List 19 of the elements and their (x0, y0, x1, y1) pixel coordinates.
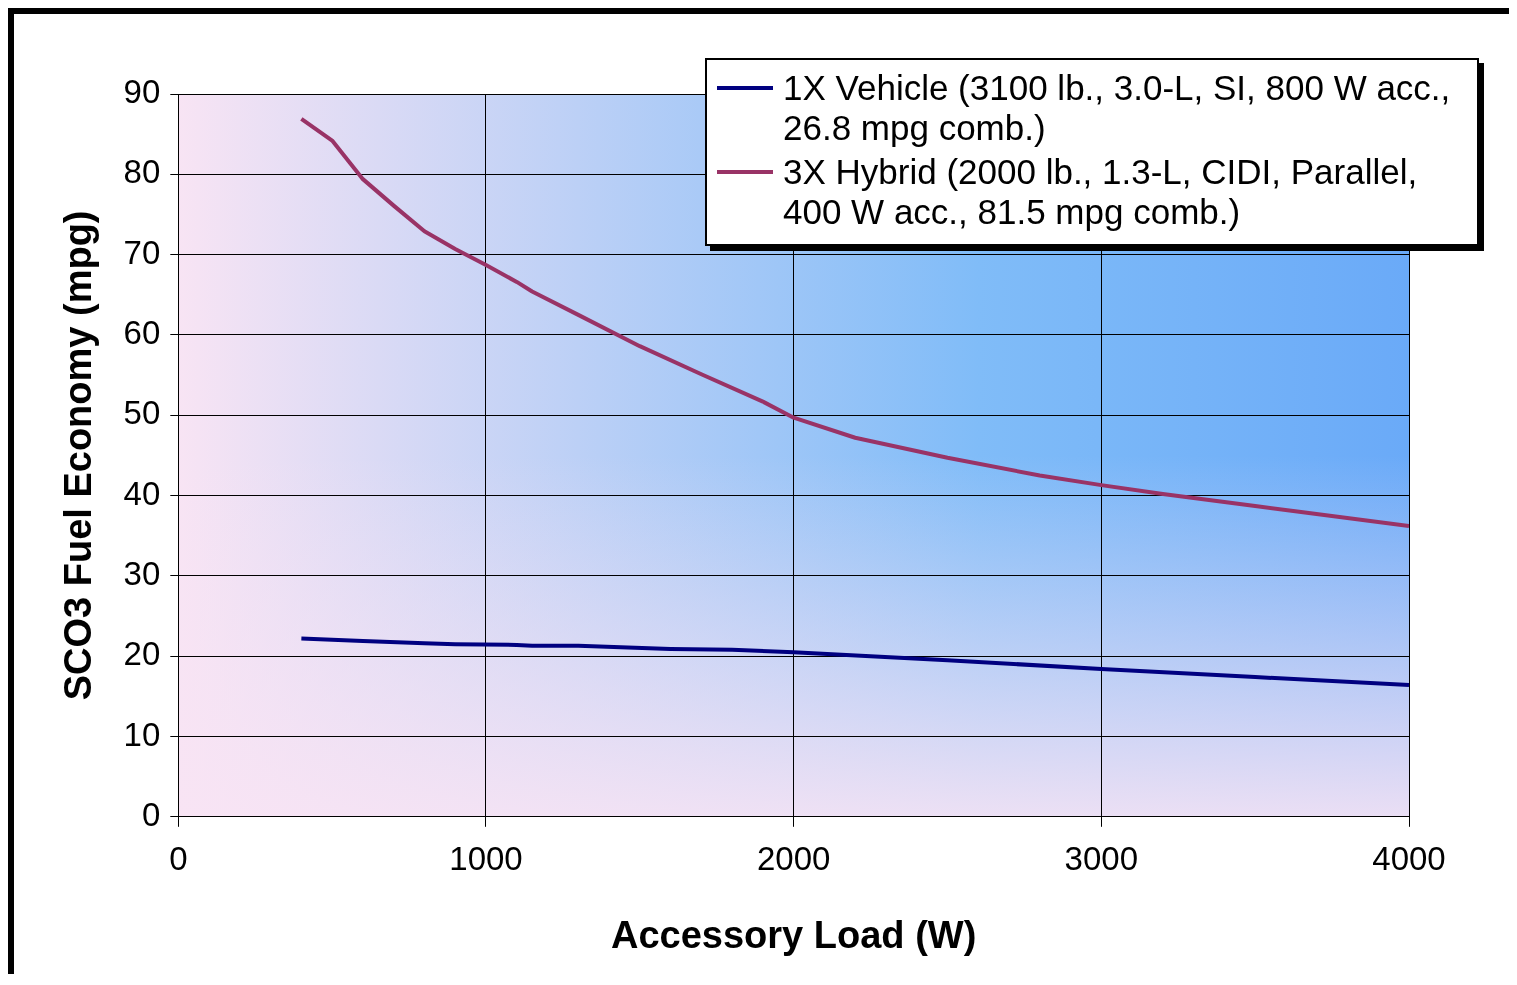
legend-label: 1X Vehicle (3100 lb., 3.0-L, SI, 800 W acc., 26.8 mpg comb.) (783, 68, 1452, 148)
y-tick-label: 10 (123, 715, 161, 753)
y-tick-label: 40 (123, 474, 161, 512)
y-tick-label: 0 (141, 795, 161, 833)
y-tick-label: 20 (123, 635, 161, 673)
y-tick-label: 70 (123, 233, 161, 271)
y-tick-label: 50 (123, 394, 161, 432)
y-tick-label: 90 (123, 73, 161, 111)
x-axis-title: Accessory Load (W) (611, 913, 977, 956)
x-tick-label: 4000 (1372, 839, 1446, 877)
legend-label: 3X Hybrid (2000 lb., 1.3-L, CIDI, Parallel, 400 W acc., 81.5 mpg comb.) (783, 152, 1419, 232)
x-tick-label: 0 (169, 839, 188, 877)
y-tick-label: 80 (123, 153, 161, 191)
x-tick-label: 3000 (1064, 839, 1139, 877)
x-tick-label: 1000 (449, 839, 523, 877)
y-tick-label: 30 (123, 554, 161, 592)
y-axis-title: SCO3 Fuel Economy (mpg) (57, 210, 100, 701)
x-tick-label: 2000 (756, 839, 831, 877)
y-tick-label: 60 (123, 314, 161, 352)
